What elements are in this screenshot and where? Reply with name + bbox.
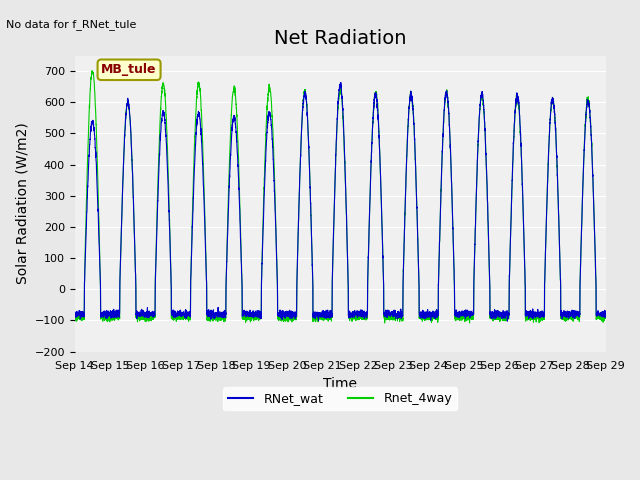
- Rnet_4way: [321, 316, 328, 322]
- Text: MB_tule: MB_tule: [101, 63, 157, 76]
- RNet_wat: [321, 313, 328, 319]
- Line: Rnet_4way: Rnet_4way: [75, 71, 605, 323]
- Y-axis label: Solar Radiation (W/m2): Solar Radiation (W/m2): [15, 123, 29, 284]
- RNet_wat: [166, 248, 174, 253]
- Text: No data for f_RNet_tule: No data for f_RNet_tule: [6, 19, 137, 30]
- Legend: RNet_wat, Rnet_4way: RNet_wat, Rnet_4way: [223, 387, 457, 410]
- Rnet_4way: [460, 314, 467, 320]
- RNet_wat: [337, 80, 344, 85]
- Rnet_4way: [602, 315, 609, 321]
- Rnet_4way: [466, 320, 474, 326]
- RNet_wat: [602, 309, 609, 315]
- Rnet_4way: [71, 313, 79, 319]
- Rnet_4way: [490, 314, 497, 320]
- Rnet_4way: [430, 313, 438, 319]
- X-axis label: Time: Time: [323, 377, 357, 391]
- RNet_wat: [490, 314, 497, 320]
- Rnet_4way: [602, 315, 609, 321]
- RNet_wat: [430, 312, 438, 317]
- RNet_wat: [71, 311, 79, 317]
- RNet_wat: [460, 312, 467, 318]
- RNet_wat: [602, 311, 609, 316]
- Rnet_4way: [166, 245, 174, 251]
- RNet_wat: [504, 318, 511, 324]
- Rnet_4way: [88, 68, 96, 74]
- Title: Net Radiation: Net Radiation: [274, 29, 406, 48]
- Line: RNet_wat: RNet_wat: [75, 83, 605, 321]
